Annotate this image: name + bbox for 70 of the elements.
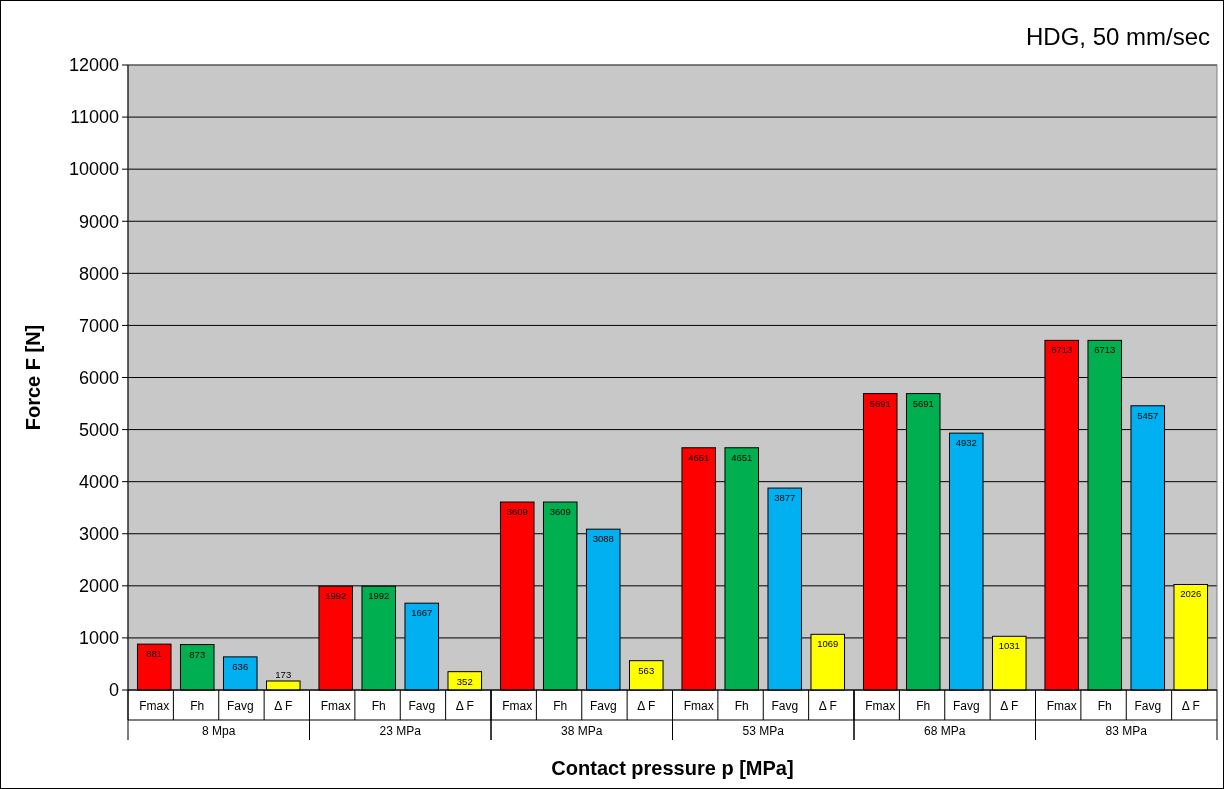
- text: Fmax: [320, 699, 351, 713]
- text: Fh: [553, 699, 568, 713]
- x-tick-label: 23 MPa: [379, 724, 422, 738]
- data-label: 881: [146, 648, 163, 660]
- data-label: 4651: [688, 451, 710, 463]
- y-tick-label: 6000: [78, 367, 119, 388]
- data-label: 3877: [774, 492, 796, 504]
- y-axis-title: Force F [N]: [22, 324, 44, 431]
- data-label: 352: [456, 675, 473, 687]
- y-tick-label: 9000: [78, 211, 119, 232]
- text: Δ F: [455, 699, 474, 713]
- y-tick-label: 2000: [78, 576, 119, 597]
- x-axis-title: Contact pressure p [MPa]: [551, 757, 794, 779]
- text: Fh: [1097, 699, 1112, 713]
- y-tick-label: 12000: [68, 55, 119, 76]
- x-tick-label: 8 Mpa: [202, 724, 236, 738]
- series-label: Δ F: [274, 699, 293, 713]
- text: Fmax: [683, 699, 714, 713]
- y-tick-label: 8000: [78, 263, 119, 284]
- data-label: 173: [275, 668, 292, 680]
- data-label: 2026: [1180, 588, 1202, 600]
- text: Fmax: [502, 699, 533, 713]
- x-tick-label: 83 MPa: [1105, 724, 1148, 738]
- y-tick-label: 0: [108, 680, 119, 701]
- y-tick-label: 5000: [78, 419, 119, 440]
- text: Fh: [916, 699, 931, 713]
- text: Δ F: [637, 699, 656, 713]
- data-label: 5691: [869, 397, 891, 409]
- data-label: 5457: [1137, 409, 1159, 421]
- series-label: Fmax: [139, 699, 170, 713]
- data-label: 5691: [912, 397, 934, 409]
- data-label: 3609: [506, 506, 528, 518]
- data-label: 636: [232, 660, 249, 672]
- text: Fh: [371, 699, 386, 713]
- series-label: Fh: [190, 699, 205, 713]
- text: Favg: [771, 699, 799, 713]
- text: Fmax: [1046, 699, 1077, 713]
- data-label: 1667: [411, 607, 433, 619]
- data-label: 3088: [592, 533, 614, 545]
- data-label: 3609: [549, 506, 571, 518]
- text: Fmax: [865, 699, 896, 713]
- text: Favg: [589, 699, 617, 713]
- text: Fh: [734, 699, 749, 713]
- text: Favg: [408, 699, 436, 713]
- chart-title: HDG, 50 mm/sec: [1025, 23, 1210, 50]
- text: Δ F: [1000, 699, 1019, 713]
- y-tick-label: 7000: [78, 315, 119, 336]
- data-label: 6713: [1094, 344, 1116, 356]
- data-label: 4651: [731, 451, 753, 463]
- series-label: Favg: [226, 699, 254, 713]
- y-tick-label: 11000: [70, 107, 119, 128]
- text: Favg: [1134, 699, 1162, 713]
- text: Favg: [952, 699, 980, 713]
- data-label: 1992: [325, 590, 347, 602]
- data-label: 4932: [955, 437, 977, 449]
- text: Δ F: [1181, 699, 1200, 713]
- y-tick-label: 3000: [78, 524, 119, 545]
- data-label: 6713: [1051, 344, 1073, 356]
- x-tick-label: 38 MPa: [561, 724, 603, 738]
- data-label: 1069: [817, 638, 839, 650]
- data-label: 1031: [998, 640, 1020, 652]
- x-tick-label: 53 MPa: [742, 724, 785, 738]
- data-label: 873: [189, 648, 206, 660]
- x-tick-label: 68 MPa: [924, 724, 966, 738]
- data-label: 563: [638, 664, 655, 676]
- y-tick-label: 1000: [78, 628, 119, 649]
- y-tick-label: 10000: [68, 159, 119, 180]
- y-tick-label: 4000: [78, 471, 119, 492]
- text: Δ F: [818, 699, 837, 713]
- data-label: 1992: [368, 590, 390, 602]
